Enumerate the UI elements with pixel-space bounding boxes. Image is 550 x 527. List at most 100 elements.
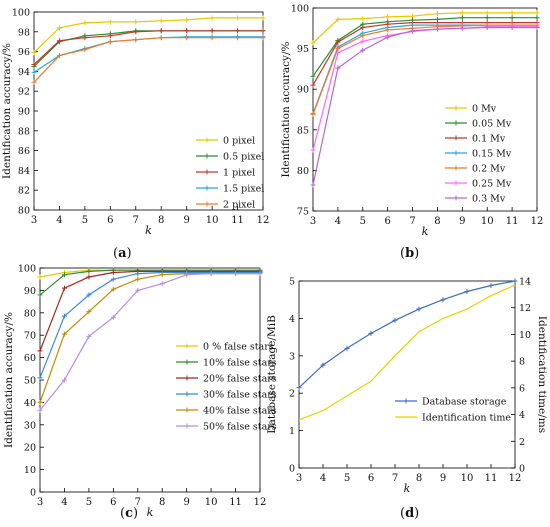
y-tick-label: 3: [289, 351, 295, 362]
data-point: [392, 317, 398, 323]
data-point: [360, 16, 366, 22]
series-line-3: [33, 30, 263, 65]
plot-frame: [312, 7, 538, 212]
legend-label: 20% false stars: [203, 374, 277, 385]
y-right-tick-label: 6: [519, 383, 525, 394]
x-tick-label: 4: [335, 216, 341, 227]
data-point: [310, 40, 316, 46]
data-point: [110, 286, 116, 292]
series-line-6: [39, 273, 260, 411]
data-point: [459, 15, 465, 21]
data-point: [484, 24, 490, 30]
y-tick-label: 90: [24, 286, 36, 297]
data-point: [335, 39, 341, 45]
x-tick-label: 5: [86, 497, 92, 508]
data-point: [459, 25, 465, 31]
data-point: [82, 35, 88, 41]
data-point: [159, 272, 165, 278]
data-point: [320, 362, 326, 368]
data-point: [310, 82, 316, 88]
y-tick-label: 94: [18, 67, 30, 78]
y-tick-label: 2: [289, 389, 295, 400]
data-point: [37, 375, 43, 381]
series-line-1: [298, 280, 516, 389]
legend-label: 1 pixel: [223, 168, 255, 179]
y-tick-label: 75: [297, 207, 309, 218]
legend-label: 40% false stars: [203, 406, 277, 417]
x-tick-label: 8: [159, 497, 165, 508]
x-tick-label: 12: [531, 216, 544, 227]
data-point: [509, 10, 515, 16]
data-point: [209, 28, 215, 34]
x-tick-label: 3: [37, 497, 43, 508]
panel-caption: (c): [120, 506, 139, 521]
x-tick-label: 4: [61, 497, 67, 508]
x-tick-label: 11: [485, 473, 498, 484]
data-point: [61, 313, 67, 319]
legend-marker: [184, 407, 190, 413]
y-tick-label: 70: [24, 331, 36, 342]
legend-label: 0.1 Mv: [472, 134, 506, 145]
x-tick-label: 8: [434, 216, 440, 227]
data-point: [56, 38, 62, 44]
series-line-7: [312, 26, 537, 186]
y-axis-label: Identification accuracy/%: [1, 43, 13, 179]
data-point: [110, 269, 116, 275]
y-tick-label: 80: [297, 166, 309, 177]
data-point: [360, 47, 366, 53]
data-point: [257, 271, 263, 277]
x-tick-label: 6: [107, 215, 113, 226]
y-tick-label: 80: [18, 206, 30, 217]
x-tick-label: 8: [416, 473, 422, 484]
y-tick-label: 100: [291, 4, 309, 15]
x-tick-label: 6: [110, 497, 116, 508]
y-right-tick-label: 12: [519, 303, 531, 314]
data-point: [385, 34, 391, 40]
legend-label: Identification time: [422, 413, 511, 424]
panel-caption: (b): [400, 246, 420, 261]
legend-marker: [204, 201, 210, 207]
legend-marker: [204, 185, 210, 191]
data-point: [335, 50, 341, 56]
series-line-3: [39, 270, 260, 352]
x-tick-label: 12: [254, 497, 267, 508]
legend-marker: [453, 105, 459, 111]
data-point: [61, 377, 67, 383]
data-point: [107, 19, 113, 25]
data-point: [310, 111, 316, 117]
data-point: [37, 348, 43, 354]
data-point: [37, 274, 43, 280]
legend-label: Database storage: [422, 397, 507, 408]
series-line-5: [312, 24, 537, 115]
data-point: [37, 292, 43, 298]
x-tick-label: 5: [344, 473, 350, 484]
data-point: [310, 73, 316, 79]
data-point: [534, 10, 540, 16]
legend-marker: [403, 398, 409, 404]
legend-label: 2 pixel: [223, 200, 255, 211]
legend-marker: [204, 153, 210, 159]
panel-caption-letter: b: [405, 246, 415, 261]
y-tick-label: 0: [30, 488, 36, 499]
data-point: [86, 333, 92, 339]
series-line-4: [39, 271, 260, 379]
data-point: [82, 20, 88, 26]
y-tick-label: 0: [289, 464, 295, 475]
legend-label: 0.15 Mv: [472, 149, 512, 160]
legend-marker: [453, 120, 459, 126]
data-point: [434, 11, 440, 17]
y-tick-label: 100: [12, 8, 30, 19]
series-line-5: [33, 37, 263, 83]
data-point: [260, 28, 266, 34]
data-point: [310, 147, 316, 153]
data-point: [159, 281, 165, 287]
legend-label: 0 Mv: [472, 104, 497, 115]
legend-marker: [453, 195, 459, 201]
data-point: [235, 35, 241, 41]
legend-marker: [453, 180, 459, 186]
data-point: [368, 330, 374, 336]
legend-marker: [204, 169, 210, 175]
panel-caption: (a): [113, 246, 132, 261]
data-point: [296, 385, 302, 391]
x-tick-label: 10: [206, 215, 219, 226]
